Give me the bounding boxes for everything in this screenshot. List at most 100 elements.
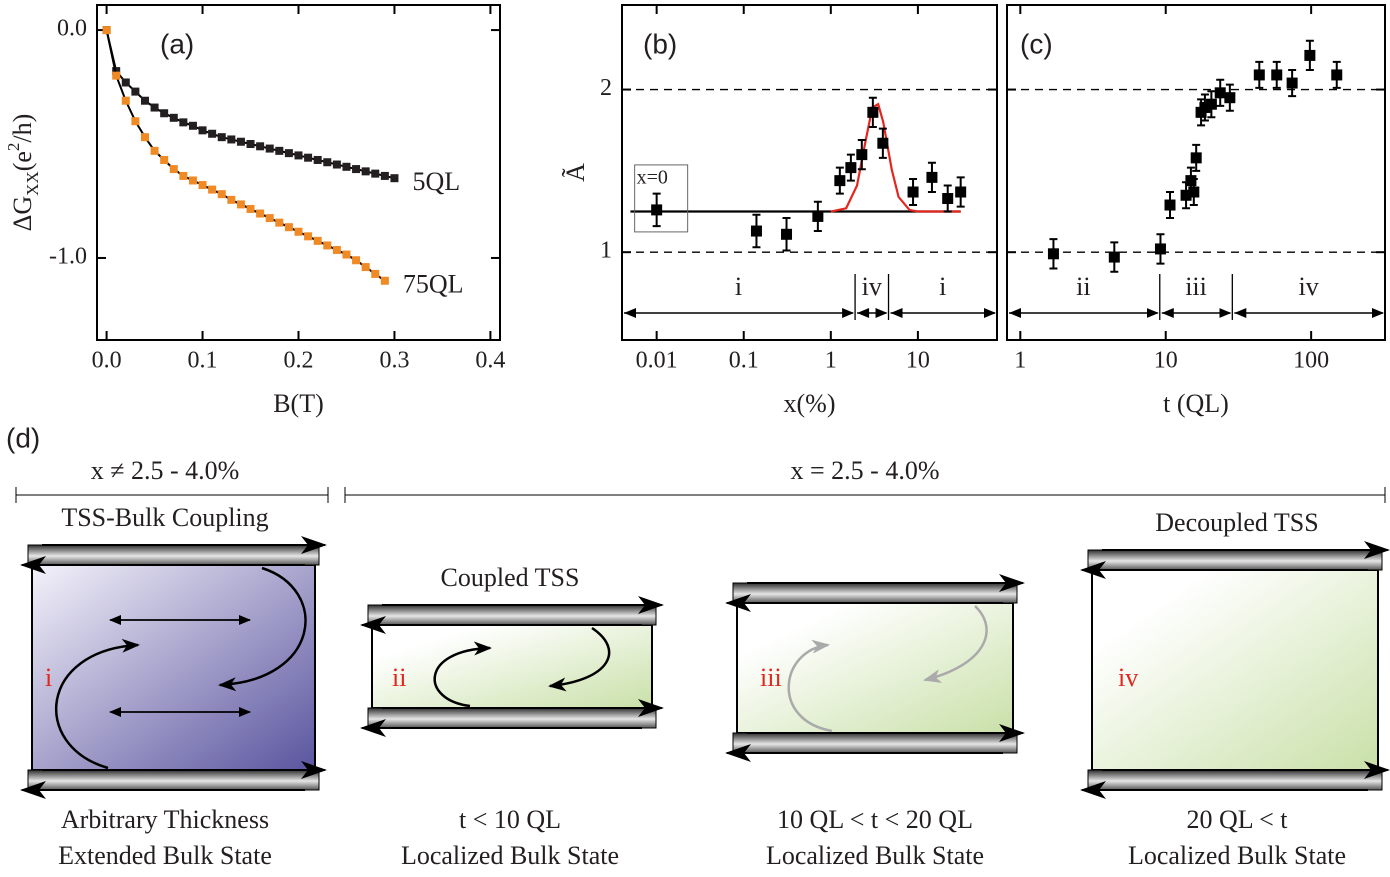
caption: Localized Bulk State — [766, 841, 984, 870]
caption: Localized Bulk State — [401, 841, 619, 870]
tss-bar — [732, 582, 1018, 604]
data-point — [877, 137, 889, 149]
data-point — [236, 200, 245, 209]
panel-label: (a) — [160, 28, 194, 59]
data-point — [1190, 152, 1202, 164]
range-label: x = 2.5 - 4.0% — [791, 456, 940, 485]
data-point — [781, 228, 793, 240]
data-point — [361, 263, 370, 272]
series-line — [105, 29, 395, 180]
data-point — [342, 250, 351, 259]
caption: t < 10 QL — [459, 805, 561, 834]
data-point — [1154, 243, 1166, 255]
data-point — [150, 103, 159, 112]
data-point — [140, 133, 149, 142]
slab — [1091, 569, 1379, 771]
bulk-arrow — [433, 641, 492, 708]
data-point — [380, 171, 389, 180]
data-point — [1164, 199, 1176, 211]
y-tick-label: 2 — [600, 75, 612, 101]
panel-title: Decoupled TSS — [1155, 508, 1318, 537]
data-point — [856, 149, 868, 161]
x-tick-label: 100 — [1293, 348, 1329, 374]
data-point — [284, 223, 293, 232]
data-point — [169, 165, 178, 174]
data-point — [342, 162, 351, 171]
data-point — [313, 155, 322, 164]
data-point — [313, 236, 322, 245]
data-point — [323, 158, 332, 167]
y-axis-label-part: (e — [8, 151, 37, 171]
data-point — [102, 26, 111, 35]
region-label: i — [735, 272, 742, 301]
data-point — [1199, 101, 1211, 113]
x-tick-label: 0.01 — [636, 348, 678, 374]
tss-bar — [27, 769, 320, 791]
data-point — [179, 118, 188, 127]
caption: Arbitrary Thickness — [61, 805, 269, 834]
data-point — [208, 185, 217, 194]
x-tick-label: 0.4 — [475, 348, 505, 374]
region-arrow-start — [890, 308, 903, 318]
bulk-arrow — [548, 626, 611, 692]
bulk-arrow — [55, 638, 140, 770]
y-axis-label-part: 2 — [4, 143, 23, 152]
y-tick-label: 1 — [600, 238, 612, 264]
y-tick-label: 0.0 — [57, 16, 87, 42]
data-point — [371, 169, 380, 178]
caption: Extended Bulk State — [58, 841, 272, 870]
bulk-arrow — [923, 605, 988, 683]
region-arrow-start — [1161, 308, 1174, 318]
data-point — [1205, 98, 1217, 110]
data-point — [352, 165, 361, 174]
data-point — [867, 106, 879, 118]
data-point — [323, 241, 332, 250]
slab — [736, 602, 1014, 734]
data-point — [198, 126, 207, 135]
region-arrow-start — [1234, 308, 1247, 318]
data-point — [227, 195, 236, 204]
regime-label: ii — [392, 663, 406, 692]
annotation: x=0 — [637, 166, 668, 188]
data-point — [651, 204, 663, 216]
data-point — [236, 137, 245, 146]
bulk-arrow — [218, 566, 307, 692]
data-point — [121, 78, 130, 87]
region-label: iv — [862, 272, 882, 301]
fit-line — [830, 102, 961, 213]
x-tick-label: 0.1 — [729, 348, 759, 374]
x-tick-label: 0.1 — [188, 348, 218, 374]
tss-bar — [732, 732, 1018, 754]
y-axis-label-part: XX — [23, 171, 42, 196]
y-tick-label: -1.0 — [49, 243, 87, 269]
data-point — [160, 109, 169, 118]
data-point — [275, 146, 284, 155]
data-point — [1180, 189, 1192, 201]
data-point — [750, 225, 762, 237]
x-tick-label: 0.3 — [379, 348, 409, 374]
region-label: ii — [1076, 272, 1090, 301]
data-point — [304, 232, 313, 241]
data-point — [845, 162, 857, 174]
data-point — [294, 151, 303, 160]
slab — [371, 624, 653, 709]
tss-bar — [1087, 769, 1383, 791]
data-point — [1188, 186, 1200, 198]
data-point — [198, 181, 207, 190]
tss-bar — [367, 707, 657, 729]
data-point — [150, 146, 159, 155]
data-point — [140, 96, 149, 105]
data-point — [169, 113, 178, 122]
slab — [31, 564, 316, 771]
panel-title: TSS-Bulk Coupling — [61, 503, 268, 532]
data-point — [1214, 87, 1226, 99]
plot-frame — [621, 4, 998, 341]
y-axis-label-part: /h) — [8, 114, 37, 143]
data-point — [256, 209, 265, 218]
y-axis-label-part: ΔG — [8, 196, 37, 232]
data-point — [1108, 251, 1120, 263]
series-line — [105, 29, 386, 282]
panel-label: (b) — [643, 28, 677, 59]
regime-label: i — [45, 663, 52, 692]
